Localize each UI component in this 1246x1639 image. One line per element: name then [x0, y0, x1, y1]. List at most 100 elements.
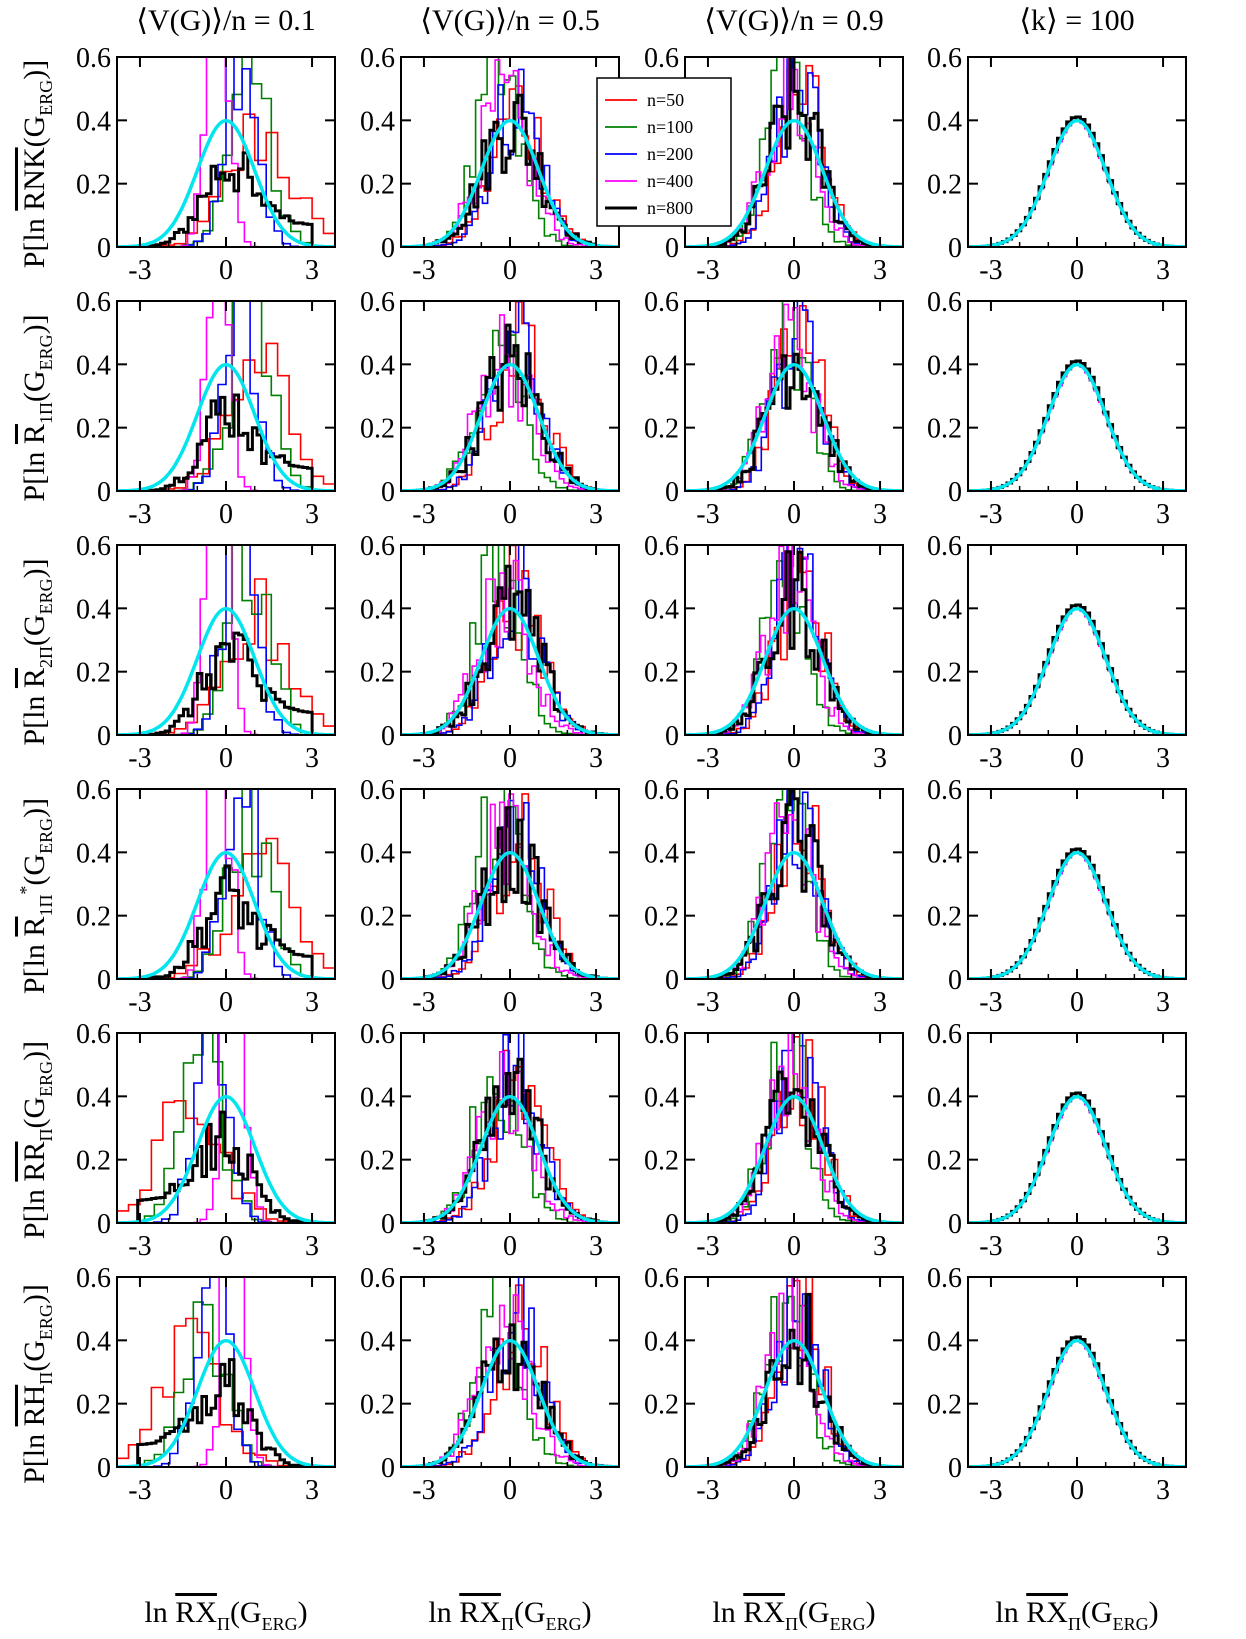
- x-tick-label: 3: [305, 255, 319, 286]
- x-tick-label: 3: [305, 499, 319, 530]
- panel-r4-c3: 0 0.2 0.4 0.6 -3 0 3: [644, 775, 904, 1018]
- y-tick-label: 0.4: [76, 1326, 111, 1357]
- panel-r4-c1: 0 0.2 0.4 0.6 -3 0 3: [76, 775, 336, 1018]
- panel-r6-c1: 0 0.2 0.4 0.6 -3 0 3: [76, 1263, 336, 1506]
- row-label-2: P[ln R1Π(GERG)]: [18, 314, 56, 501]
- panel-r4-c4: 0 0.2 0.4 0.6 -3 0 3: [927, 775, 1187, 1018]
- y-tick-label: 0.2: [360, 414, 395, 445]
- x-axis-label-1: ln RXΠ(GERG): [144, 1596, 307, 1634]
- histogram-series-4: [685, 1033, 903, 1223]
- y-tick-label: 0: [381, 233, 395, 264]
- reference-gaussian-curve: [401, 118, 619, 247]
- y-tick-label: 0.4: [927, 350, 962, 381]
- x-tick-label: 3: [589, 987, 603, 1018]
- plot-area: [117, 57, 335, 247]
- y-tick-label: 0.6: [927, 287, 962, 318]
- histogram-series-2: [968, 608, 1186, 735]
- histogram-series-1: [401, 301, 619, 491]
- plot-area: [685, 1277, 903, 1467]
- panel-r5-c2: 0 0.2 0.4 0.6 -3 0 3: [360, 1019, 620, 1262]
- y-tick-label: 0: [97, 721, 111, 752]
- x-tick-label: 0: [219, 499, 233, 530]
- y-tick-label: 0.2: [360, 1390, 395, 1421]
- row-label-6: P[ln RHΠ(GERG)]: [18, 1284, 56, 1484]
- x-tick-label: -3: [979, 743, 1002, 774]
- y-tick-label: 0: [381, 477, 395, 508]
- x-tick-label: 3: [873, 987, 887, 1018]
- y-tick-label: 0: [665, 1209, 679, 1240]
- x-tick-label: 3: [589, 1475, 603, 1506]
- y-tick-label: 0.2: [360, 170, 395, 201]
- histogram-series-4: [685, 1277, 903, 1467]
- y-tick-label: 0.4: [644, 594, 679, 625]
- histogram-series-5: [685, 57, 903, 247]
- x-tick-label: -3: [979, 499, 1002, 530]
- x-tick-label: 3: [873, 255, 887, 286]
- histogram-series-2: [685, 1033, 903, 1223]
- reference-gaussian-curve: [968, 1094, 1186, 1223]
- panel-r3-c3: 0 0.2 0.4 0.6 -3 0 3: [644, 531, 904, 774]
- histogram-series-3: [685, 301, 903, 491]
- x-tick-label: -3: [412, 499, 435, 530]
- x-tick-label: 0: [503, 743, 517, 774]
- y-tick-label: 0.6: [927, 775, 962, 806]
- y-tick-label: 0: [381, 1209, 395, 1240]
- y-tick-label: 0.4: [644, 1326, 679, 1357]
- x-tick-label: 0: [219, 1475, 233, 1506]
- histogram-series-4: [968, 1096, 1186, 1223]
- y-tick-label: 0: [97, 965, 111, 996]
- histogram-series-4: [117, 789, 335, 979]
- x-tick-label: 0: [1070, 987, 1084, 1018]
- y-tick-label: 0.6: [927, 1019, 962, 1050]
- plot-area: [685, 1033, 903, 1223]
- y-tick-label: 0.4: [927, 106, 962, 137]
- panel-r2-c3: 0 0.2 0.4 0.6 -3 0 3: [644, 287, 904, 530]
- x-tick-label: 3: [873, 1231, 887, 1262]
- y-tick-label: 0.2: [927, 902, 962, 933]
- y-tick-label: 0.6: [927, 43, 962, 74]
- x-tick-label: 3: [305, 743, 319, 774]
- x-tick-label: -3: [979, 1231, 1002, 1262]
- histogram-series-5: [401, 1057, 619, 1223]
- x-tick-label: -3: [979, 987, 1002, 1018]
- x-tick-label: 0: [503, 255, 517, 286]
- histogram-series-4: [117, 1033, 335, 1223]
- histogram-series-1: [685, 1036, 903, 1223]
- panel-r2-c2: 0 0.2 0.4 0.6 -3 0 3: [360, 287, 620, 530]
- y-tick-label: 0.6: [360, 1019, 395, 1050]
- histogram-series-1: [968, 1340, 1186, 1467]
- plot-area: [401, 301, 619, 491]
- y-tick-label: 0: [665, 233, 679, 264]
- reference-gaussian-curve: [401, 362, 619, 491]
- y-tick-label: 0.6: [927, 1263, 962, 1294]
- y-tick-label: 0.2: [644, 1146, 679, 1177]
- plot-area: [968, 359, 1186, 491]
- y-tick-label: 0: [381, 965, 395, 996]
- histogram-series-2: [968, 1340, 1186, 1467]
- y-tick-label: 0.4: [360, 1326, 395, 1357]
- x-tick-label: -3: [696, 1475, 719, 1506]
- histogram-series-5: [117, 1358, 335, 1467]
- y-tick-label: 0.6: [76, 775, 111, 806]
- panel-frame: [967, 788, 1187, 980]
- histogram-series-4: [968, 364, 1186, 491]
- histogram-series-3: [968, 1340, 1186, 1467]
- plot-area: [968, 603, 1186, 735]
- y-tick-label: 0.4: [360, 106, 395, 137]
- reference-gaussian-curve: [117, 606, 335, 735]
- histogram-series-2: [117, 1301, 335, 1467]
- panel-r6-c4: 0 0.2 0.4 0.6 -3 0 3: [927, 1263, 1187, 1506]
- histogram-series-2: [401, 57, 619, 247]
- y-tick-label: 0: [665, 1453, 679, 1484]
- histogram-series-2: [685, 1295, 903, 1467]
- x-tick-label: 3: [305, 1475, 319, 1506]
- x-tick-label: 0: [503, 987, 517, 1018]
- histogram-series-2: [117, 1033, 335, 1223]
- histogram-series-1: [968, 364, 1186, 491]
- x-tick-label: -3: [412, 987, 435, 1018]
- y-tick-label: 0.6: [76, 531, 111, 562]
- x-tick-label: -3: [412, 1231, 435, 1262]
- panel-r3-c4: 0 0.2 0.4 0.6 -3 0 3: [927, 531, 1187, 774]
- x-tick-label: 3: [873, 1475, 887, 1506]
- x-tick-label: 0: [219, 987, 233, 1018]
